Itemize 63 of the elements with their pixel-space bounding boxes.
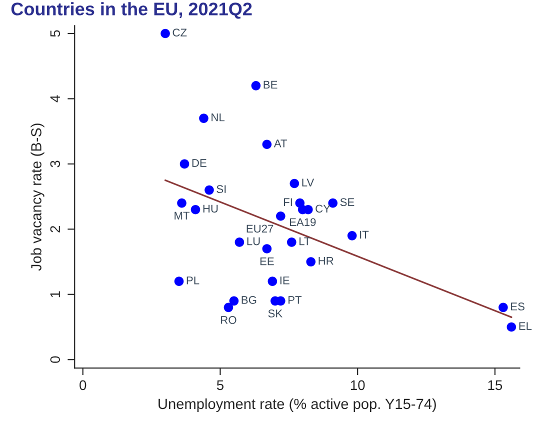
annotation: NL (212, 114, 225, 122)
y-tick-label: 1 (50, 291, 60, 298)
point (234, 238, 244, 247)
annotation: SE (340, 198, 354, 206)
x-tick-label: 5 (216, 380, 224, 390)
annotation: DE (192, 159, 206, 167)
y-tick-label: 5 (50, 30, 60, 37)
annotation: PL (186, 276, 200, 284)
point (498, 302, 508, 312)
point (268, 276, 278, 286)
annotation: EU27 (246, 224, 274, 233)
point (286, 238, 296, 247)
y-axis-title: Job vacancy rate (B-S) (30, 124, 44, 271)
annotation: EA19 (290, 218, 316, 226)
point (204, 185, 214, 195)
x-tick-label: 0 (80, 380, 86, 390)
annotation: AT (274, 140, 287, 148)
annotation: EE (260, 257, 274, 266)
annotation: LT (300, 237, 310, 246)
y-tick-label: 2 (50, 226, 60, 232)
annotation: IE (280, 276, 290, 284)
y-tick-label: 4 (50, 95, 60, 102)
y-tick-label: 0 (50, 356, 60, 363)
chart-title: Countries in the EU, 2021Q2 (11, 2, 252, 19)
annotation: IT (360, 230, 369, 239)
y-tick-label: 3 (50, 160, 60, 168)
point (276, 296, 286, 306)
annotation: CY (316, 204, 330, 213)
point (224, 302, 234, 312)
annotation: SI (216, 185, 226, 194)
point (180, 159, 190, 169)
point (276, 211, 286, 221)
x-axis-title: Unemployment rate (% active pop. Y15-74) (158, 398, 436, 412)
x-tick-label: 10 (350, 380, 365, 390)
annotation: LU (247, 237, 260, 246)
annotation: ES (511, 302, 524, 310)
point (290, 178, 300, 188)
annotation: HU (203, 204, 218, 213)
point (347, 231, 357, 240)
annotation: HR (318, 257, 334, 265)
annotation: PT (288, 296, 302, 304)
x-tick-label: 15 (488, 380, 502, 390)
point (506, 322, 516, 332)
point (174, 276, 184, 286)
annotation: CZ (172, 28, 187, 36)
point (262, 140, 272, 150)
point (251, 81, 261, 90)
point (328, 198, 338, 208)
annotation: BE (264, 80, 278, 89)
annotation: MT (174, 212, 190, 220)
point (229, 296, 239, 306)
annotation: BG (242, 296, 256, 304)
annotation: RO (221, 316, 236, 324)
point (177, 198, 186, 208)
annotation: EL (519, 322, 532, 330)
point (190, 204, 200, 214)
point (306, 257, 316, 266)
point (262, 244, 272, 254)
point (160, 28, 170, 38)
annotation: FI (284, 198, 292, 206)
point (199, 114, 208, 123)
annotation: SK (268, 310, 282, 318)
annotation: LV (302, 178, 314, 186)
